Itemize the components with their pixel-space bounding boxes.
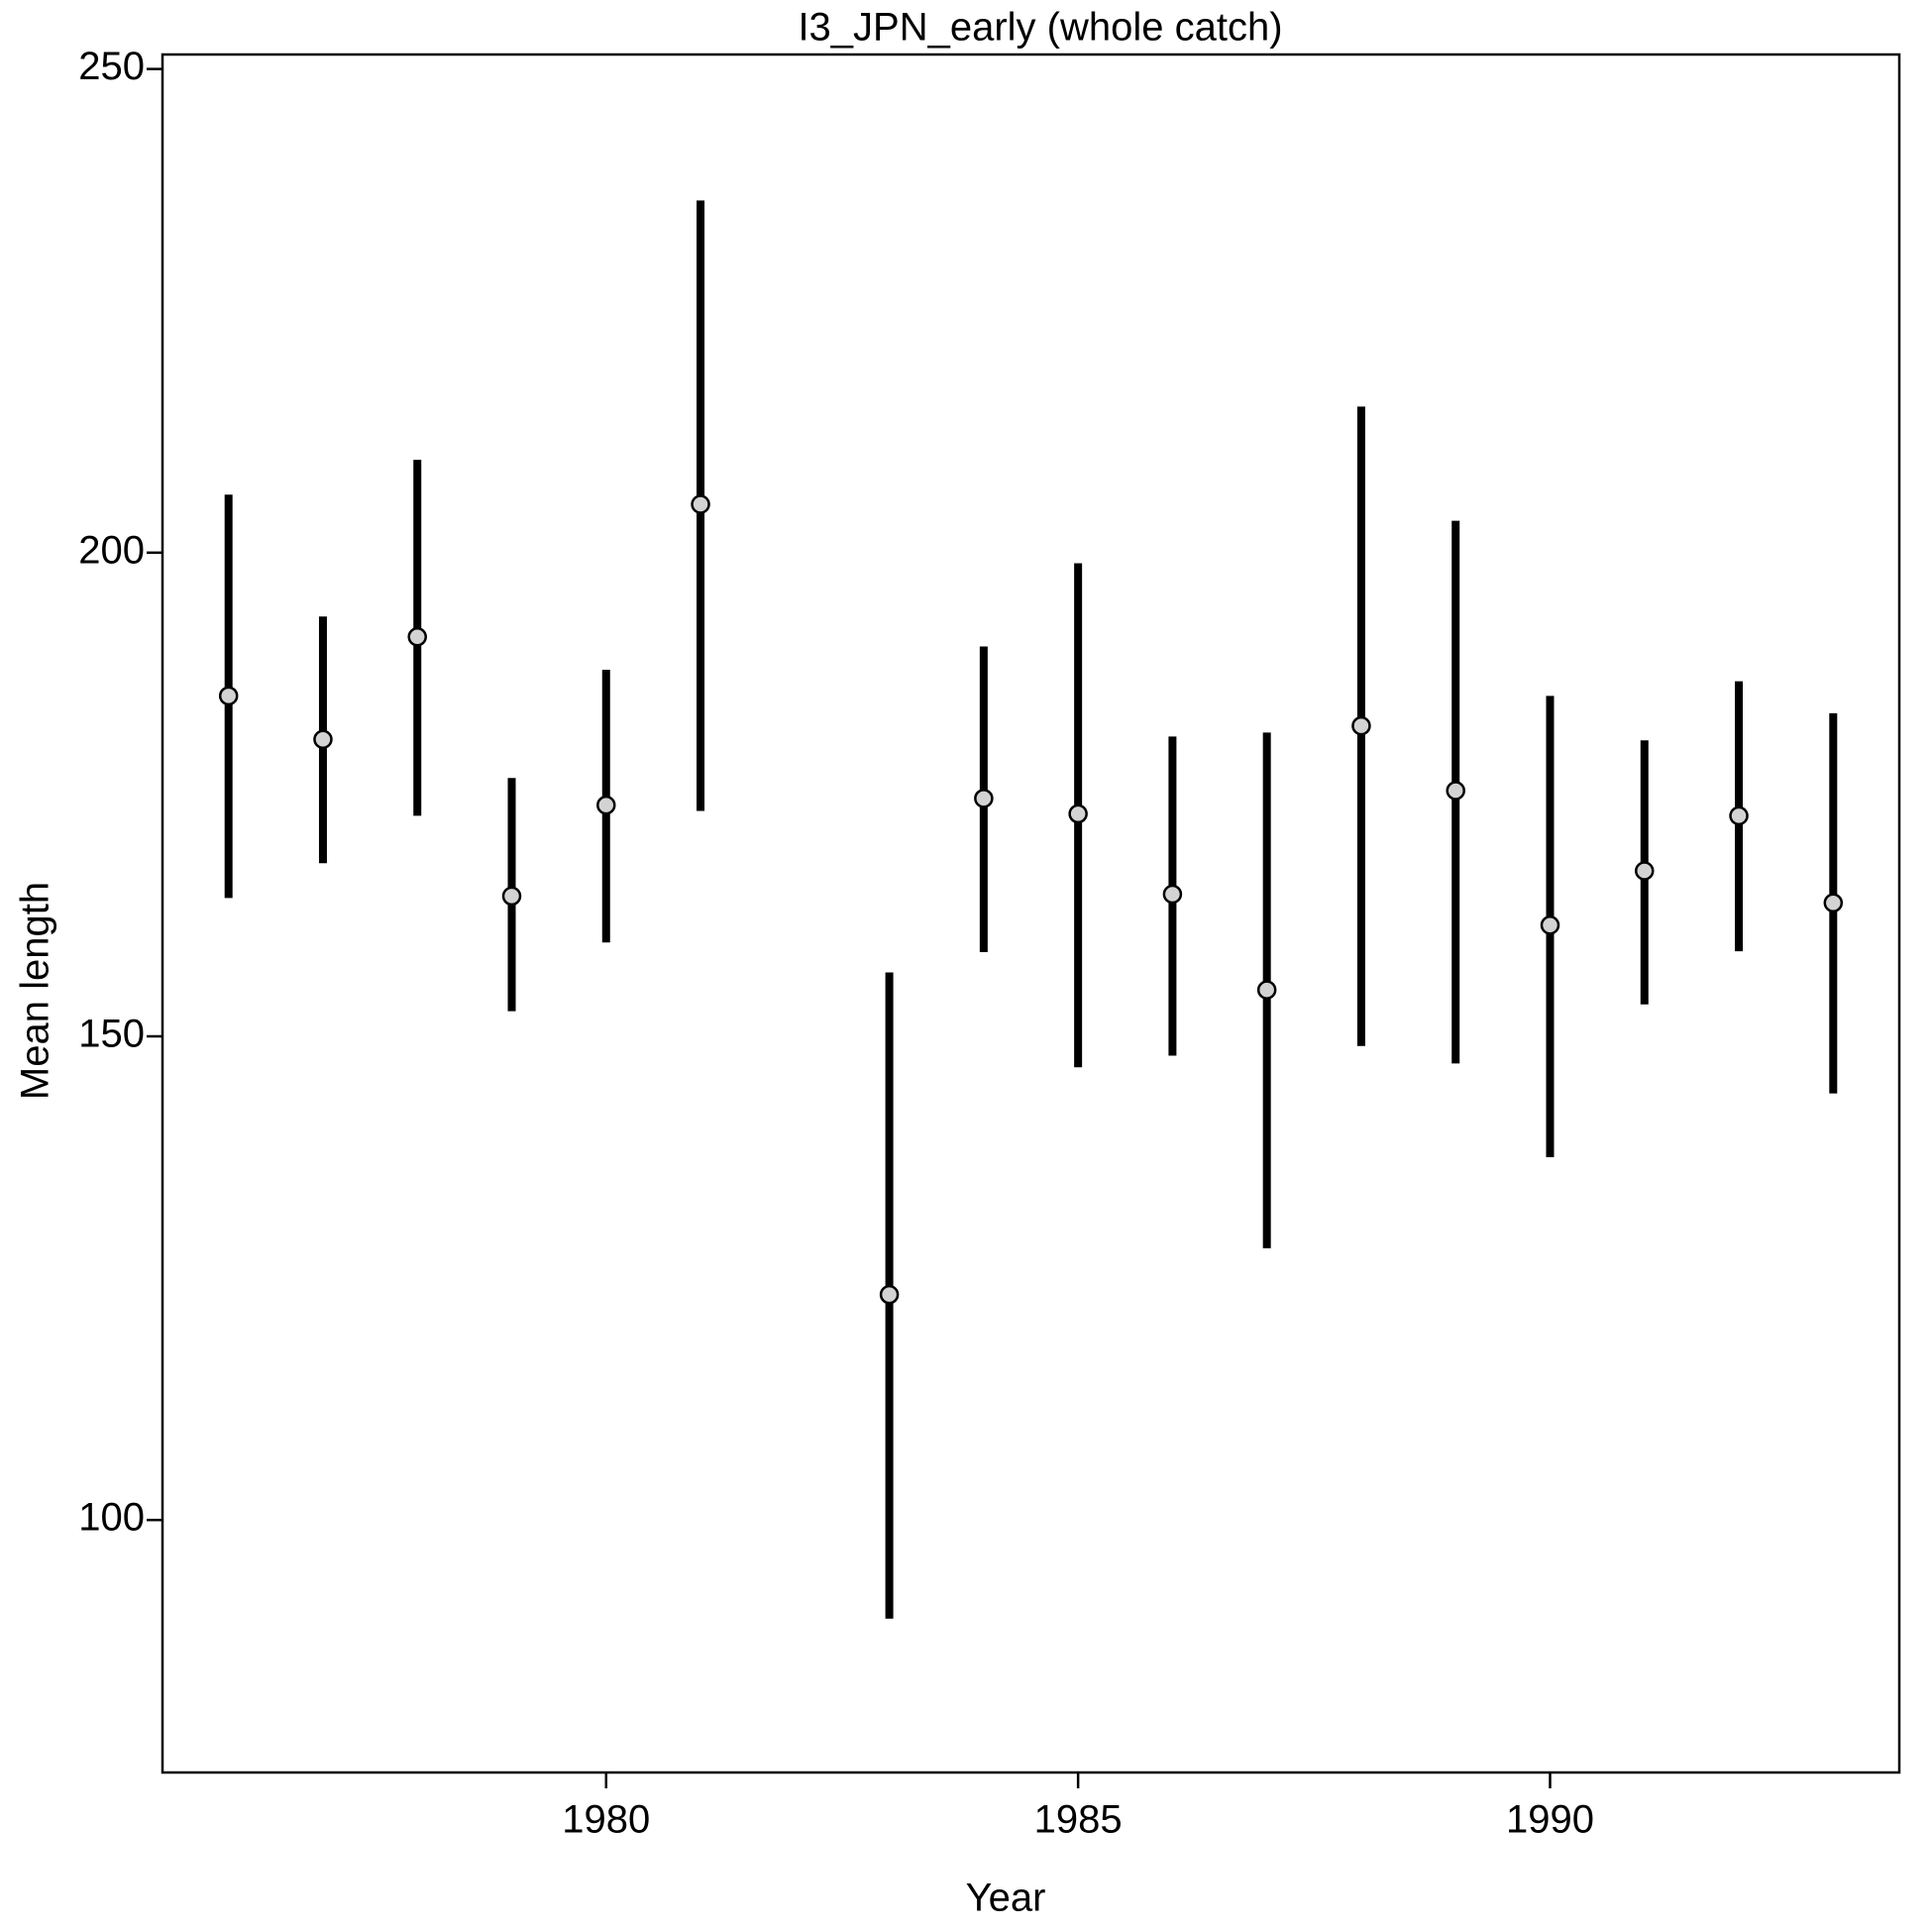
- mean-point: [313, 729, 333, 750]
- mean-point: [596, 795, 616, 815]
- mean-point: [691, 494, 710, 514]
- y-tick-label: 150: [78, 1013, 145, 1056]
- mean-point: [1256, 980, 1277, 1000]
- chart-title: I3_JPN_early (whole catch): [798, 6, 1282, 50]
- mean-point: [1162, 884, 1183, 905]
- mean-point: [974, 789, 994, 808]
- y-tick-label: 200: [78, 528, 145, 572]
- y-axis-label: Mean length: [14, 882, 57, 1100]
- x-tick-label: 1990: [1506, 1798, 1594, 1842]
- mean-point: [501, 886, 522, 907]
- mean-point: [1635, 861, 1655, 881]
- x-axis-label: Year: [966, 1877, 1046, 1920]
- mean-point: [1729, 805, 1749, 826]
- mean-point: [218, 686, 239, 706]
- plot-frame: [161, 53, 1901, 1774]
- mean-point: [1068, 804, 1088, 824]
- x-tick-label: 1980: [562, 1798, 650, 1842]
- mean-point: [407, 627, 427, 647]
- mean-point: [1540, 914, 1560, 935]
- mean-point: [1446, 781, 1465, 801]
- y-tick-label: 100: [78, 1496, 145, 1540]
- x-tick-label: 1985: [1034, 1798, 1123, 1842]
- y-tick-label: 250: [78, 45, 145, 88]
- mean-point: [1351, 715, 1371, 736]
- mean-point: [879, 1284, 900, 1305]
- mean-point: [1823, 893, 1844, 913]
